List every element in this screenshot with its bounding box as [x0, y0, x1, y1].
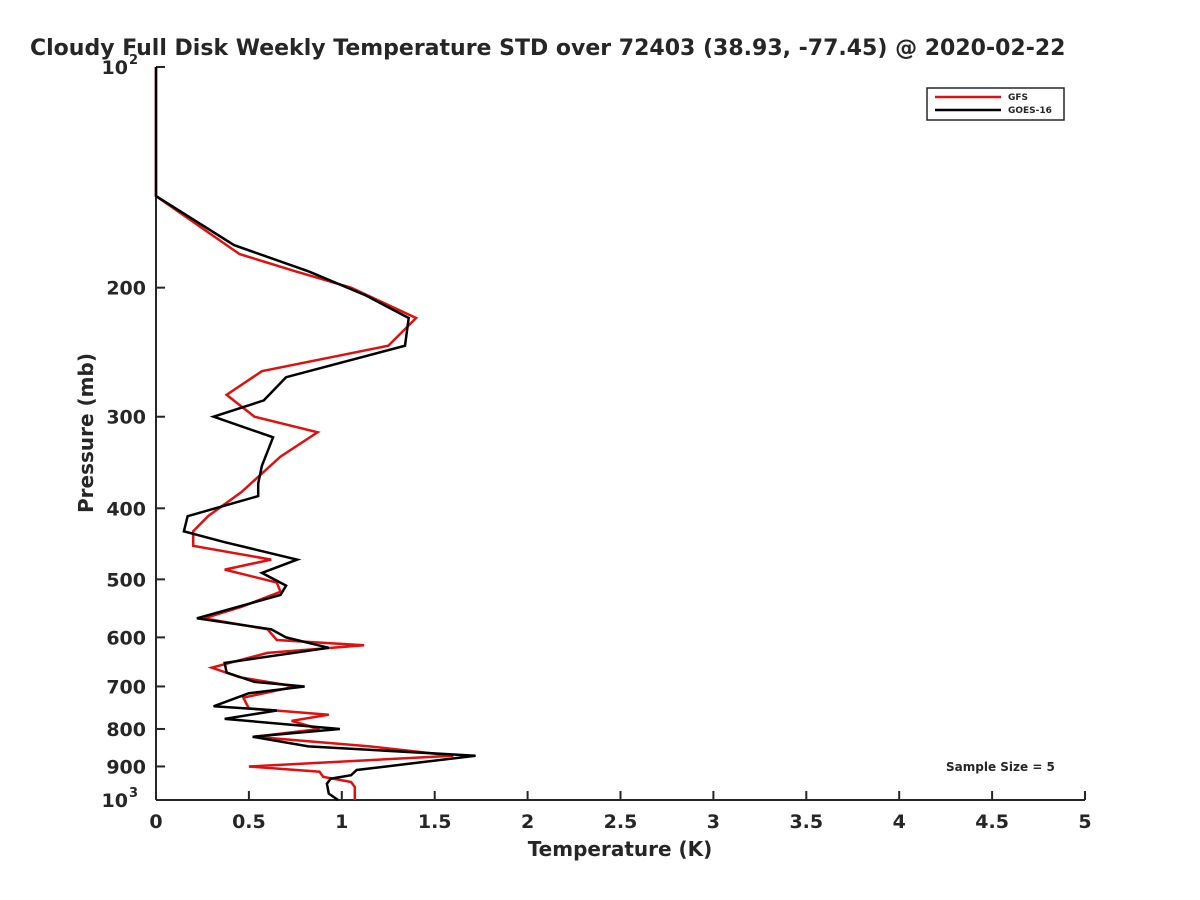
- y-tick-label: 500: [106, 569, 146, 591]
- x-tick-label: 4: [893, 811, 906, 833]
- series-line-gfs: [154, 67, 454, 800]
- y-tick-label: 700: [106, 676, 146, 698]
- y-tick-label: 10: [102, 790, 128, 812]
- y-tick-label: 800: [106, 719, 146, 741]
- plot-area: 0 0.5 1 1.5 2 2.5 3 3.5 4 4.5 5 10 2200300400500600…: [102, 53, 1092, 833]
- y-tick-label: 200: [106, 278, 146, 300]
- y-tick-label: 10: [102, 57, 128, 79]
- x-tick-label: 0: [149, 811, 162, 833]
- series-line-goes16: [154, 67, 476, 802]
- y-tick-label: 300: [106, 407, 146, 429]
- legend-label-gfs: GFS: [1008, 93, 1028, 103]
- y-tick-exponent: 2: [129, 53, 138, 68]
- x-tick-label: 3.5: [789, 811, 823, 833]
- legend: GFS GOES-16: [926, 87, 1065, 121]
- y-tick-label: 400: [106, 498, 146, 520]
- y-tick-label: 600: [106, 627, 146, 649]
- x-tick-label: 0.5: [232, 811, 266, 833]
- legend-box: [926, 87, 1065, 121]
- x-tick-label: 3: [707, 811, 720, 833]
- x-axis-label: Temperature (K): [528, 837, 713, 861]
- x-tick-label: 1: [335, 811, 348, 833]
- x-ticks: 0 0.5 1 1.5 2 2.5 3 3.5 4 4.5 5: [149, 791, 1092, 833]
- x-tick-label: 1.5: [418, 811, 452, 833]
- x-tick-label: 5: [1078, 811, 1091, 833]
- y-tick-label: 900: [106, 756, 146, 778]
- chart-title: Cloudy Full Disk Weekly Temperature STD …: [30, 36, 1065, 61]
- series-layer: [154, 67, 476, 802]
- x-tick-label: 2: [521, 811, 534, 833]
- y-axis-label: Pressure (mb): [74, 353, 98, 513]
- y-tick-exponent: 3: [129, 786, 138, 801]
- sample-size-annotation: Sample Size = 5: [946, 760, 1055, 774]
- legend-label-goes16: GOES-16: [1008, 106, 1052, 116]
- x-tick-label: 2.5: [604, 811, 638, 833]
- x-tick-label: 4.5: [975, 811, 1009, 833]
